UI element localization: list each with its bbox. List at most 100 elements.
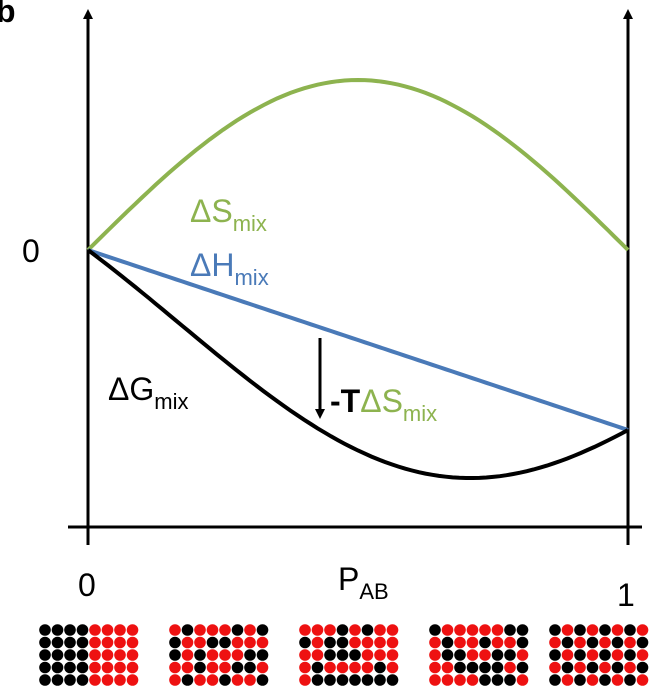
atom [244,624,256,636]
atom [299,661,311,674]
atom [126,624,139,636]
atom [39,674,51,686]
atom [76,649,89,661]
atom [256,636,269,649]
atom [624,674,636,686]
x-axis-label: PAB [338,561,389,604]
atom [114,661,126,674]
atom [549,649,561,661]
atom [361,674,374,686]
atom [491,674,504,686]
atom [636,674,649,686]
atom [549,661,561,674]
atom [636,624,649,636]
atom [169,649,181,661]
atom [349,649,361,661]
atom [516,661,529,674]
atom [504,661,516,674]
atom [181,674,194,686]
atom [126,674,139,686]
atom [126,661,139,674]
atom [194,661,206,674]
atom [169,661,181,674]
atom [504,636,516,649]
atom [299,636,311,649]
atom [194,636,206,649]
atom [636,661,649,674]
atom [51,674,64,686]
atom [586,636,599,649]
atom [324,674,336,686]
atom [89,624,101,636]
atom [479,674,491,686]
atom [349,661,361,674]
atom [441,649,454,661]
atom [336,674,349,686]
entropy-curve [86,77,630,252]
atom [361,624,374,636]
atom [219,624,231,636]
atom [504,674,516,686]
atom [206,661,219,674]
atom [126,636,139,649]
atom [479,649,491,661]
atom [611,661,624,674]
atom [386,661,399,674]
atom [299,624,311,636]
atom [441,661,454,674]
gibbs-curve [86,248,629,480]
atom [429,674,441,686]
configurations [39,624,649,686]
atom [504,649,516,661]
atom [386,649,399,661]
atom [324,649,336,661]
atom [386,636,399,649]
atom [101,661,114,674]
atom [64,624,76,636]
atom [89,649,101,661]
atom [479,624,491,636]
atom [491,649,504,661]
atom [206,636,219,649]
atom [374,624,386,636]
atom [206,674,219,686]
atom [479,661,491,674]
atom [441,636,454,649]
atom [429,661,441,674]
atom [611,636,624,649]
atom [76,661,89,674]
atom [51,649,64,661]
atom [64,674,76,686]
atom [549,674,561,686]
atom [454,674,466,686]
atom [324,661,336,674]
atom [244,649,256,661]
atom [181,624,194,636]
atom [336,636,349,649]
atom [441,674,454,686]
atom [429,624,441,636]
atom [586,649,599,661]
atom [504,624,516,636]
atom [374,636,386,649]
atom [454,661,466,674]
atom [39,649,51,661]
atom [624,649,636,661]
atom [299,649,311,661]
atom [549,636,561,649]
atom [231,674,244,686]
atom [611,649,624,661]
atom [429,636,441,649]
atom [39,661,51,674]
atom [89,674,101,686]
atom [466,649,479,661]
atom [231,661,244,674]
atom [181,661,194,674]
atom [76,636,89,649]
atom [466,661,479,674]
atom [349,674,361,686]
atom [311,661,324,674]
atom [194,649,206,661]
atom [611,674,624,686]
